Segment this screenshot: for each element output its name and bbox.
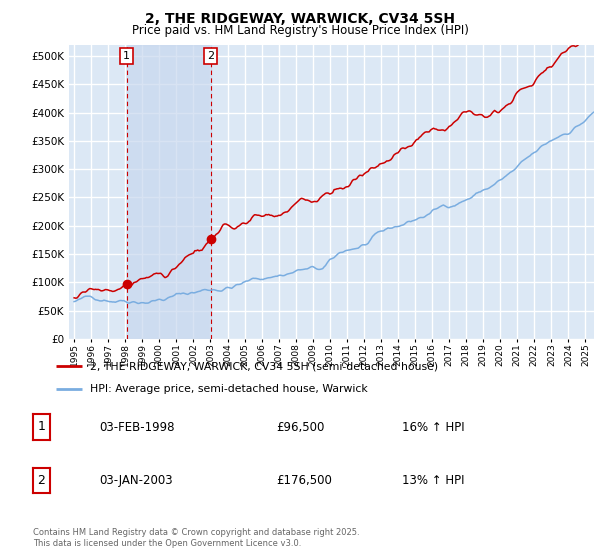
Bar [127, 45, 211, 339]
Text: 2: 2 [37, 474, 46, 487]
Text: £96,500: £96,500 [276, 421, 325, 434]
Text: HPI: Average price, semi-detached house, Warwick: HPI: Average price, semi-detached house,… [90, 384, 368, 394]
Text: 1: 1 [123, 52, 130, 61]
Text: 2: 2 [207, 52, 214, 61]
Text: 1: 1 [37, 421, 46, 433]
Text: 03-FEB-1998: 03-FEB-1998 [99, 421, 175, 434]
Text: £176,500: £176,500 [276, 474, 332, 487]
Text: 03-JAN-2003: 03-JAN-2003 [99, 474, 173, 487]
Text: 2, THE RIDGEWAY, WARWICK, CV34 5SH: 2, THE RIDGEWAY, WARWICK, CV34 5SH [145, 12, 455, 26]
Text: 2, THE RIDGEWAY, WARWICK, CV34 5SH (semi-detached house): 2, THE RIDGEWAY, WARWICK, CV34 5SH (semi… [90, 361, 438, 371]
Text: Price paid vs. HM Land Registry's House Price Index (HPI): Price paid vs. HM Land Registry's House … [131, 24, 469, 36]
Text: 13% ↑ HPI: 13% ↑ HPI [402, 474, 464, 487]
Text: Contains HM Land Registry data © Crown copyright and database right 2025.
This d: Contains HM Land Registry data © Crown c… [33, 528, 359, 548]
Text: 16% ↑ HPI: 16% ↑ HPI [402, 421, 464, 434]
